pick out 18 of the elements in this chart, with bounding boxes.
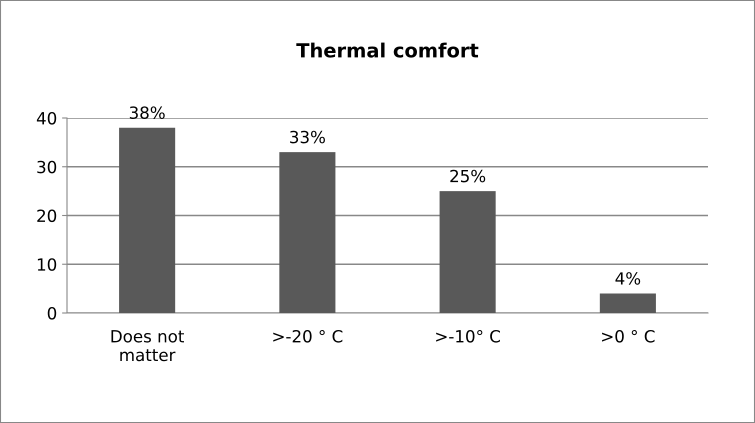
- y-tick-label: 30: [37, 160, 56, 174]
- y-tick-label: 20: [37, 209, 56, 222]
- y-tick-label: 40: [36, 112, 56, 125]
- data-label: 33%: [290, 130, 325, 144]
- bar: [600, 294, 656, 313]
- data-label: 38%: [130, 106, 165, 119]
- bar: [279, 152, 336, 313]
- x-tick-label: >-10° C: [436, 330, 500, 343]
- x-tick-label: >-20 ° C: [273, 330, 342, 343]
- y-tick-label: 10: [38, 258, 56, 271]
- data-label: 4%: [615, 272, 640, 285]
- data-label: 25%: [450, 170, 486, 182]
- bar: [440, 191, 496, 313]
- y-tick-label: 0: [48, 306, 56, 320]
- x-tick-label: >0 ° C: [602, 330, 655, 343]
- x-tick-label: Does not matter: [111, 330, 184, 362]
- bar: [119, 128, 176, 313]
- chart-title: Thermal comfort: [296, 42, 478, 58]
